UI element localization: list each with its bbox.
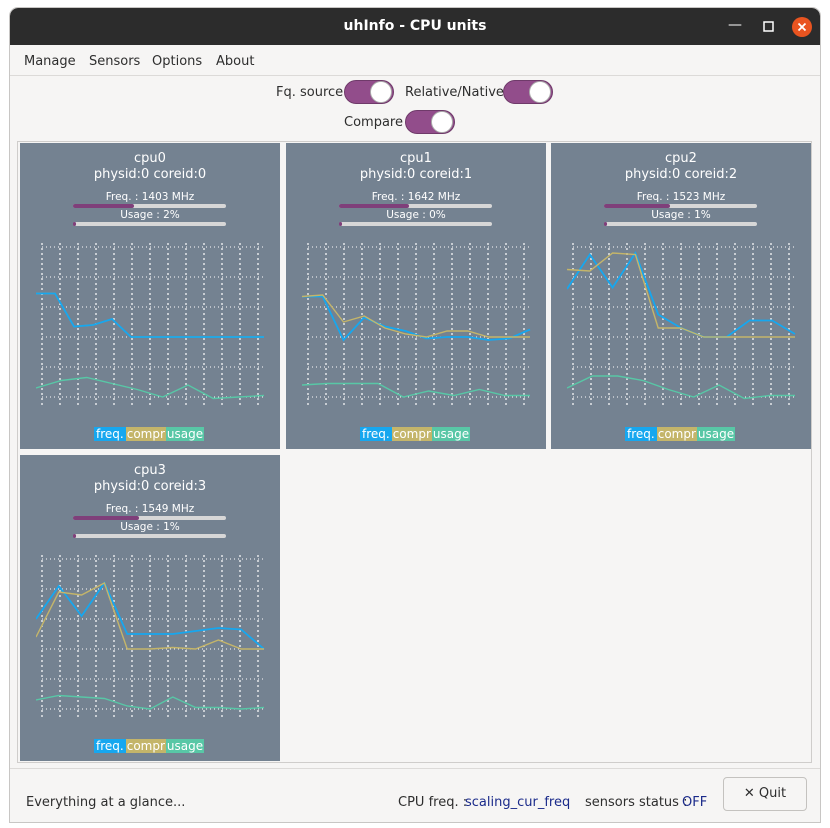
usage-series-line — [567, 375, 795, 400]
cpu-ids: physid:0 coreid:1 — [359, 167, 473, 182]
cpu-history-chart — [567, 243, 796, 405]
minimize-icon[interactable]: — — [728, 17, 742, 33]
freq-series-line — [302, 295, 531, 342]
freq-bar — [73, 516, 226, 520]
freq-series-line — [36, 292, 264, 338]
compare-switch[interactable] — [405, 110, 455, 134]
usage-bar-fill — [73, 534, 77, 538]
freq-series-line — [36, 581, 265, 650]
legend-usage: usage — [165, 427, 205, 441]
chart-legend: freq. compr usage — [360, 426, 471, 442]
switch-knob — [529, 81, 551, 103]
cpu-ids: physid:0 coreid:2 — [624, 167, 738, 182]
cpu-panel-cpu3: cpu3 physid:0 coreid:3 Freq. : 1549 MHz Usa… — [20, 455, 280, 761]
freq-bar — [73, 204, 226, 208]
compr-series-line — [567, 252, 795, 338]
usage-label: Usage : 2% — [120, 209, 180, 221]
status-message: Everything at a glance... — [26, 795, 186, 810]
legend-usage: usage — [165, 739, 205, 753]
usage-bar — [73, 222, 226, 226]
freq-bar-fill — [339, 204, 410, 208]
chart-legend: freq. compr usage — [94, 426, 205, 442]
window-title: uhInfo - CPU units — [343, 18, 487, 34]
legend-compr: compr — [125, 427, 166, 441]
maximize-icon[interactable] — [759, 17, 779, 37]
legend-usage: usage — [696, 427, 736, 441]
compr-series-line — [36, 292, 264, 338]
fq-source-label: Fq. source — [276, 85, 344, 100]
compr-series-line — [36, 582, 264, 650]
usage-bar-fill — [604, 222, 608, 226]
menu-about[interactable]: About — [216, 54, 255, 69]
cpu-name: cpu2 — [665, 151, 697, 166]
menu-bar: Manage Sensors Options About — [10, 45, 820, 76]
menu-options[interactable]: Options — [152, 54, 203, 69]
quit-label: Quit — [758, 786, 787, 801]
usage-bar-fill — [339, 222, 343, 226]
cpu-history-chart — [302, 243, 531, 405]
switch-knob — [431, 111, 453, 133]
chart-legend: freq. compr usage — [625, 426, 736, 442]
freq-bar — [339, 204, 492, 208]
legend-freq: freq. — [625, 427, 657, 441]
freq-bar-fill — [604, 204, 670, 208]
app-window: uhInfo - CPU units — Manage Sensors Opti… — [10, 8, 820, 822]
freq-label: Freq. : 1642 MHz — [371, 191, 461, 203]
menu-manage[interactable]: Manage — [24, 54, 76, 69]
status-bar: Everything at a glance... CPU freq. : sc… — [10, 768, 820, 822]
title-bar[interactable]: uhInfo - CPU units — — [10, 8, 820, 45]
legend-usage: usage — [431, 427, 471, 441]
freq-bar-fill — [73, 204, 135, 208]
cpu-freq-label: CPU freq. : — [398, 795, 468, 810]
freq-bar — [604, 204, 757, 208]
cpu-panel-cpu1: cpu1 physid:0 coreid:1 Freq. : 1642 MHz Usa… — [286, 143, 546, 449]
switch-knob — [370, 81, 392, 103]
cpu-panel-cpu0: cpu0 physid:0 coreid:0 Freq. : 1403 MHz Usa… — [20, 143, 280, 449]
usage-series-line — [36, 376, 265, 400]
cpu-name: cpu1 — [400, 151, 432, 166]
legend-freq: freq. — [94, 427, 126, 441]
usage-bar — [73, 534, 226, 538]
cpu-history-chart — [36, 555, 265, 717]
usage-series-line — [36, 694, 265, 710]
menu-sensors[interactable]: Sensors — [89, 54, 141, 69]
relative-native-switch[interactable] — [503, 80, 553, 104]
compare-label: Compare — [344, 115, 403, 130]
usage-label: Usage : 1% — [651, 209, 711, 221]
cpu-ids: physid:0 coreid:3 — [93, 479, 207, 494]
chart-legend: freq. compr usage — [94, 738, 205, 754]
legend-compr: compr — [125, 739, 166, 753]
freq-label: Freq. : 1549 MHz — [105, 503, 195, 515]
close-x-icon: ✕ — [743, 786, 755, 801]
relative-native-label: Relative/Native — [405, 85, 504, 100]
cpu-name: cpu0 — [134, 151, 166, 166]
fq-source-switch[interactable] — [344, 80, 394, 104]
sensors-status-value: OFF — [682, 795, 708, 810]
cpu-ids: physid:0 coreid:0 — [93, 167, 207, 182]
freq-label: Freq. : 1403 MHz — [105, 191, 195, 203]
freq-label: Freq. : 1523 MHz — [636, 191, 726, 203]
usage-bar-fill — [73, 222, 77, 226]
legend-compr: compr — [656, 427, 697, 441]
sensors-status-label: sensors status : — [585, 795, 688, 810]
compr-series-line — [302, 294, 530, 338]
usage-bar — [339, 222, 492, 226]
cpu-freq-value: scaling_cur_freq — [465, 795, 571, 810]
cpu-panel-cpu2: cpu2 physid:0 coreid:2 Freq. : 1523 MHz Usa… — [551, 143, 811, 449]
close-icon[interactable] — [792, 17, 812, 37]
usage-bar — [604, 222, 757, 226]
usage-label: Usage : 1% — [120, 521, 180, 533]
freq-bar-fill — [73, 516, 139, 520]
legend-freq: freq. — [94, 739, 126, 753]
cpu-name: cpu3 — [134, 463, 166, 478]
usage-series-line — [302, 382, 530, 398]
usage-label: Usage : 0% — [386, 209, 446, 221]
legend-freq: freq. — [360, 427, 392, 441]
legend-compr: compr — [391, 427, 432, 441]
quit-button[interactable]: ✕ Quit — [723, 777, 807, 811]
cpu-history-chart — [36, 243, 265, 405]
